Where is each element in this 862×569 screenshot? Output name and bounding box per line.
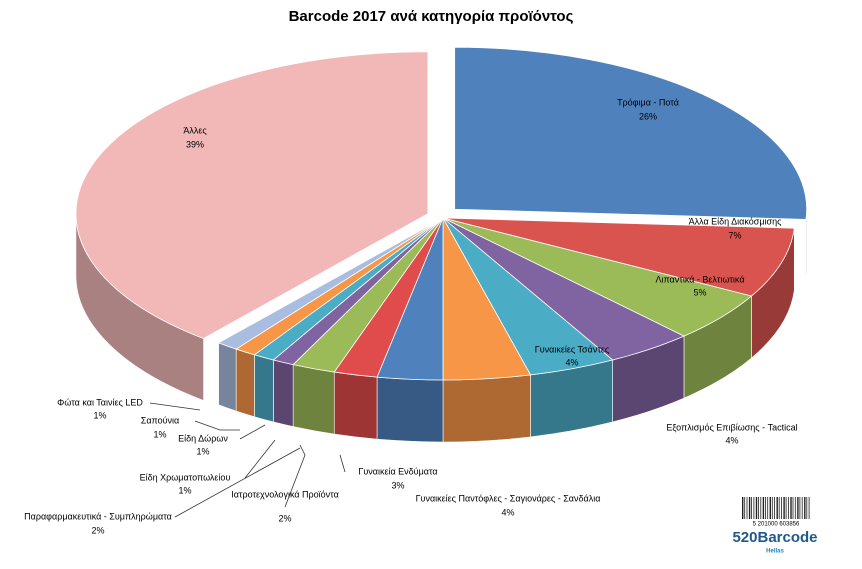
value-label: 26%	[639, 111, 657, 121]
barcode-bar	[753, 497, 755, 519]
slice-side	[442, 374, 531, 443]
slice-side	[254, 354, 274, 423]
value-label: 5%	[693, 287, 706, 297]
barcode-bar	[776, 497, 778, 519]
slice-side	[273, 359, 294, 427]
slice	[454, 46, 808, 220]
barcode-bar	[746, 497, 748, 519]
leader-line	[174, 447, 301, 518]
barcode-bar	[760, 497, 762, 519]
barcode-bar	[804, 497, 806, 519]
slice	[442, 217, 795, 297]
logo-subtext: Hellas	[766, 549, 784, 555]
value-label: 7%	[728, 230, 741, 240]
barcode-bar	[778, 497, 780, 519]
slice-side	[218, 342, 237, 412]
barcode-bar	[797, 497, 799, 519]
barcode-bar	[808, 497, 810, 519]
value-label: 1%	[196, 446, 209, 456]
slice-side	[805, 209, 807, 282]
leader-line	[239, 424, 266, 440]
barcode-bar	[771, 497, 773, 519]
slice	[217, 217, 444, 350]
slice-label: Είδη Χρωματοπωλείου	[140, 472, 231, 482]
slice-label: Άλλες	[183, 125, 207, 135]
value-label: 4%	[725, 435, 738, 445]
barcode-bar	[799, 497, 801, 519]
leader-line	[244, 439, 276, 479]
slice-label: Σαπούνια	[141, 415, 179, 425]
slice	[75, 51, 429, 339]
leader-line	[149, 402, 201, 411]
slice-label: Γυναικεία Ενδύματα	[358, 466, 437, 476]
barcode-bar	[767, 497, 769, 519]
value-label: 39%	[186, 139, 204, 149]
leader-line	[339, 454, 346, 473]
slice-label: Παραφαρμακευτικά - Συμπληρώματα	[24, 511, 172, 521]
chart-title: Barcode 2017 ανά κατηγορία προϊόντος	[289, 8, 574, 25]
slice-side	[376, 376, 444, 443]
value-label: 2%	[91, 525, 104, 535]
logo: 5 201000 603856 520Barcode Hellas	[732, 497, 818, 555]
barcode-bar	[769, 497, 771, 519]
value-label: 1%	[93, 410, 106, 420]
leader-line	[284, 444, 306, 508]
barcode-number: 5 201000 603856	[753, 522, 800, 528]
barcode-bar	[765, 497, 766, 519]
slice-label: Άλλα Είδη Διακόσμισης	[689, 216, 783, 226]
barcode-bar	[758, 497, 759, 519]
value-label: 1%	[153, 429, 166, 439]
barcode-bar	[781, 497, 782, 519]
barcode-bar	[794, 497, 796, 519]
barcode-bar	[788, 497, 789, 519]
barcode-bar	[792, 497, 794, 519]
barcode-bar	[748, 497, 751, 519]
barcode-bar	[774, 497, 775, 519]
barcode-bar	[762, 497, 765, 519]
barcode-bar	[751, 497, 752, 519]
value-label: 2%	[278, 513, 291, 523]
barcode-bar	[744, 497, 746, 519]
leader-line	[194, 420, 240, 431]
value-label: 3%	[391, 480, 404, 490]
slice-label: Φώτα και Ταινίες LED	[57, 397, 143, 407]
barcode-bar	[806, 497, 808, 519]
value-label: 1%	[178, 485, 191, 495]
slice-label: Τρόφιμα - Ποτά	[617, 97, 679, 107]
value-label: 4%	[501, 507, 514, 517]
logo-text: 520Barcode	[732, 529, 817, 546]
slice-label: Λιπαντικά - Βελτιωτικά	[655, 274, 744, 284]
slice-side	[235, 348, 255, 418]
barcode-bar	[785, 497, 787, 519]
value-label: 4%	[565, 357, 578, 367]
barcode-bar	[742, 497, 744, 519]
barcode-bar	[790, 497, 792, 519]
slice-side	[333, 371, 378, 440]
slice-label: Γυναικείες Τσάντες	[535, 344, 610, 354]
slice-label: Είδη Δώρων	[178, 433, 228, 443]
slice-label: Ιατροτεχνολογικά Προϊόντα	[231, 489, 339, 499]
slice-side	[292, 364, 335, 435]
slice-label: Γυναικείες Παντόφλες - Σαγιονάρες - Σανδ…	[416, 493, 601, 503]
barcode-icon	[742, 497, 810, 519]
slice-label: Εξοπλισμός Επιβίωσης - Tactical	[666, 422, 797, 432]
barcode-bar	[783, 497, 785, 519]
barcode-bar	[755, 497, 758, 519]
barcode-bar	[801, 497, 803, 519]
